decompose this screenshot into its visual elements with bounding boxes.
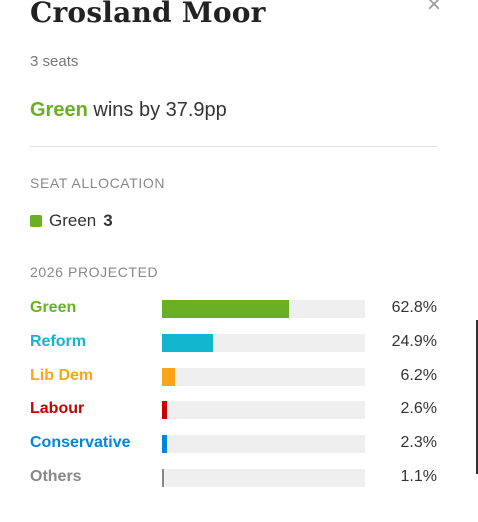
seat-allocation-item: Green 3 bbox=[30, 211, 113, 231]
projection-row: Reform 24.9% bbox=[30, 331, 440, 355]
projection-bar-track bbox=[162, 469, 365, 487]
projection-bar-track bbox=[162, 334, 365, 352]
close-icon[interactable]: × bbox=[426, 0, 441, 18]
winner-margin: wins by 37.9pp bbox=[93, 99, 227, 121]
projection-bar-track bbox=[162, 435, 365, 453]
projection-row: Conservative 2.3% bbox=[30, 432, 440, 456]
projection-bar-fill bbox=[162, 368, 175, 386]
projection-party-label: Conservative bbox=[30, 434, 131, 451]
projection-bar-track bbox=[162, 401, 365, 419]
projection-bar-fill bbox=[162, 469, 164, 487]
projection-bar-fill bbox=[162, 300, 289, 318]
projection-percentage: 1.1% bbox=[400, 468, 437, 485]
projection-party-label: Green bbox=[30, 299, 77, 316]
seat-allocation-heading: SEAT ALLOCATION bbox=[30, 175, 166, 191]
winner-summary: Green wins by 37.9pp bbox=[30, 99, 227, 122]
projection-party-label: Lib Dem bbox=[30, 367, 94, 384]
ward-title: Crosland Moor bbox=[30, 0, 266, 29]
allocation-party: Green bbox=[49, 211, 97, 230]
seats-count: 3 seats bbox=[30, 53, 79, 70]
projection-bar-track bbox=[162, 300, 365, 318]
projection-bar-fill bbox=[162, 401, 167, 419]
projection-party-label: Others bbox=[30, 468, 82, 485]
projection-bar-fill bbox=[162, 334, 213, 352]
projection-row: Others 1.1% bbox=[30, 466, 440, 490]
allocation-seats: 3 bbox=[103, 211, 113, 230]
divider bbox=[30, 146, 437, 147]
projection-bar-fill bbox=[162, 435, 167, 453]
projection-percentage: 24.9% bbox=[391, 333, 437, 350]
projection-party-label: Labour bbox=[30, 400, 85, 417]
projection-row: Lib Dem 6.2% bbox=[30, 365, 440, 389]
projection-bar-track bbox=[162, 368, 365, 386]
projection-row: Green 62.8% bbox=[30, 297, 440, 321]
winner-party: Green bbox=[30, 99, 88, 121]
projection-row: Labour 2.6% bbox=[30, 398, 440, 422]
party-color-swatch bbox=[30, 215, 42, 227]
projection-heading: 2026 PROJECTED bbox=[30, 264, 159, 280]
window-edge bbox=[476, 320, 478, 474]
projection-percentage: 62.8% bbox=[391, 299, 437, 316]
projection-percentage: 2.3% bbox=[400, 434, 437, 451]
projection-percentage: 6.2% bbox=[400, 367, 437, 384]
projection-percentage: 2.6% bbox=[400, 400, 437, 417]
projection-party-label: Reform bbox=[30, 333, 87, 350]
